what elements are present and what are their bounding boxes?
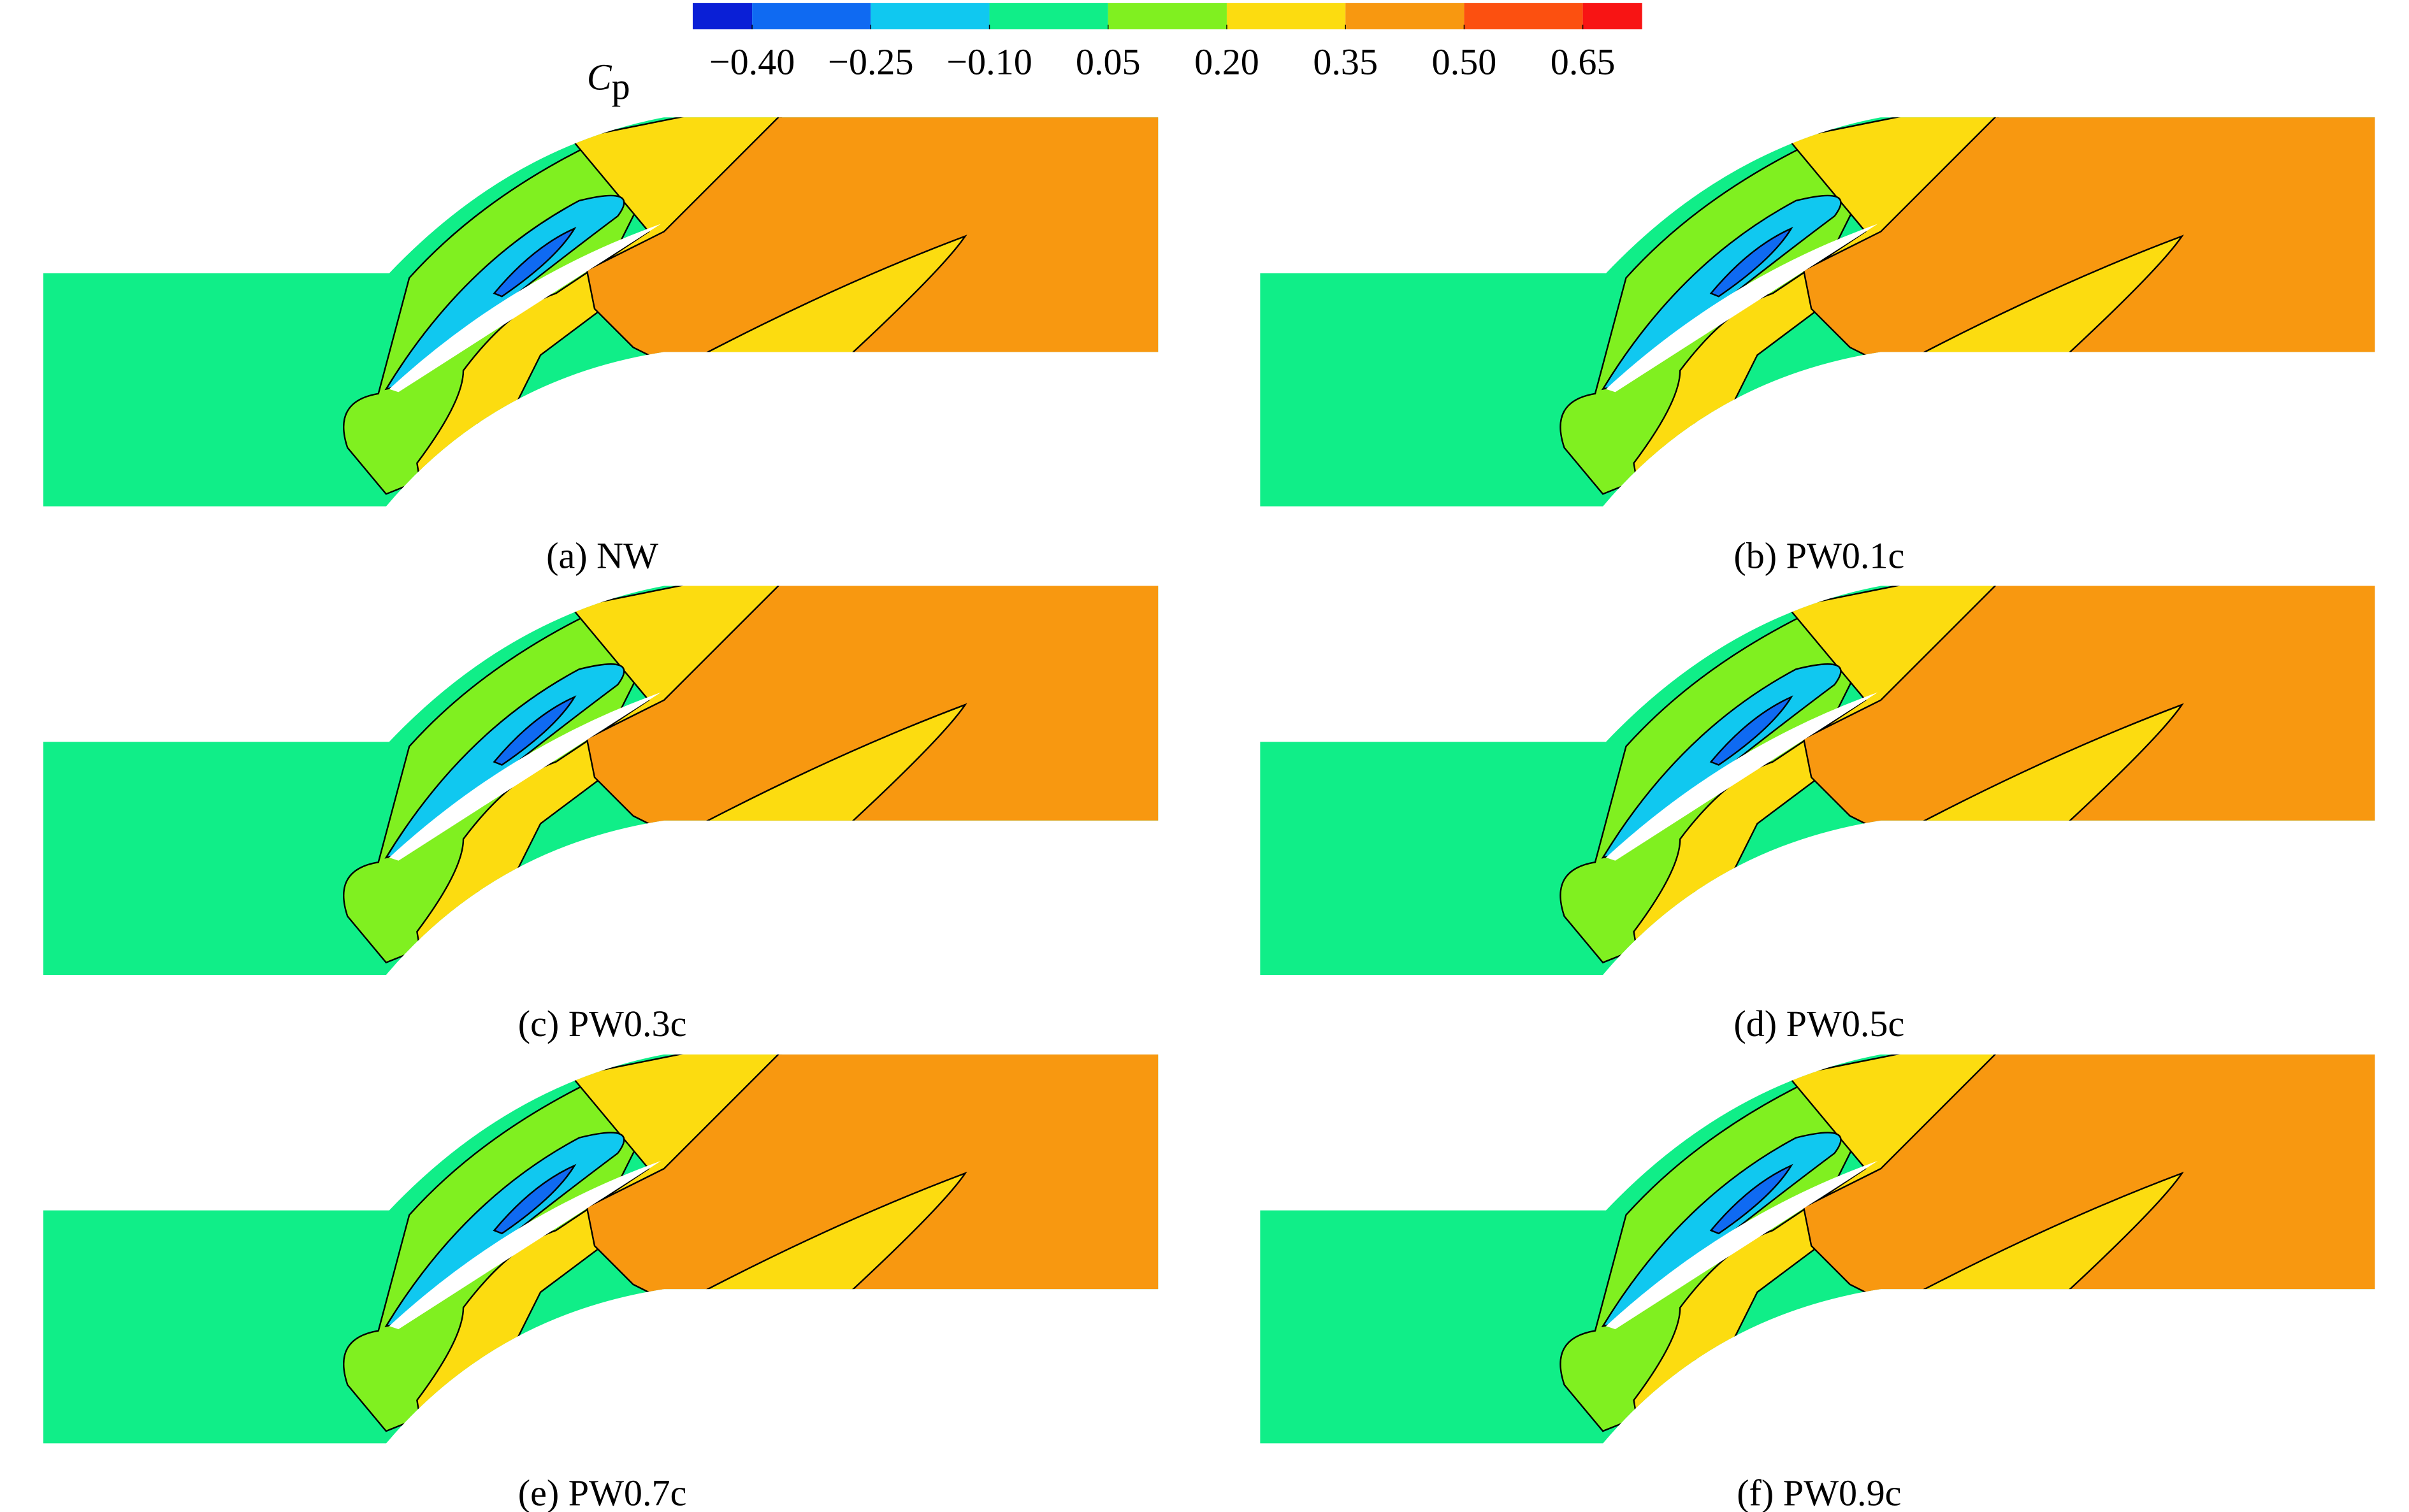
panel-a — [31, 92, 1174, 524]
panel-b — [1248, 92, 2391, 524]
caption: (b) PW0.1c — [1733, 535, 1904, 577]
colorbar-tick-label: −0.40 — [709, 41, 795, 82]
colorbar-tick-label: −0.25 — [828, 41, 914, 82]
colorbar-tick-label: −0.10 — [946, 41, 1032, 82]
colorbar-segment — [1582, 3, 1642, 30]
colorbar-tick-label: 0.65 — [1551, 41, 1616, 82]
colorbar-segment — [871, 3, 990, 30]
colorbar-segment — [1108, 3, 1227, 30]
colorbar-segment — [1226, 3, 1346, 30]
panel-c — [31, 561, 1174, 993]
panel-f — [1248, 1030, 2391, 1462]
caption: (c) PW0.3c — [518, 1003, 687, 1044]
colorbar-tick-label: 0.35 — [1313, 41, 1378, 82]
colorbar-tick-label: 0.20 — [1194, 41, 1259, 82]
panel-d — [1248, 561, 2391, 993]
panel-e — [31, 1030, 1174, 1462]
caption: (e) PW0.7c — [518, 1472, 687, 1512]
caption: (f) PW0.9c — [1737, 1472, 1901, 1512]
colorbar-segment — [1345, 3, 1465, 30]
colorbar-subscript: p — [612, 66, 630, 107]
caption: (d) PW0.5c — [1733, 1003, 1904, 1044]
colorbar-tick-label: 0.50 — [1432, 41, 1497, 82]
colorbar-title: C — [587, 57, 612, 98]
colorbar-segment — [989, 3, 1108, 30]
colorbar-tick-label: 0.05 — [1076, 41, 1141, 82]
caption: (a) NW — [546, 535, 658, 577]
colorbar-segment — [1464, 3, 1583, 30]
colorbar-segment — [692, 3, 753, 30]
colorbar-segment — [752, 3, 871, 30]
